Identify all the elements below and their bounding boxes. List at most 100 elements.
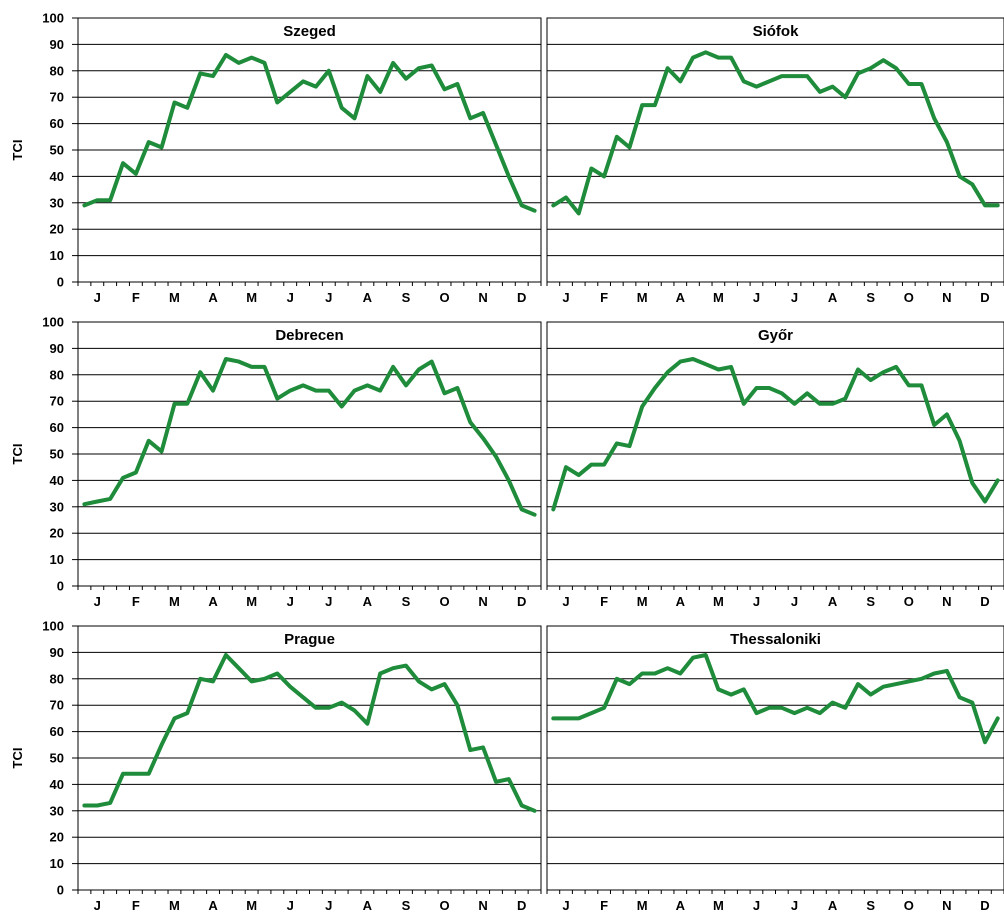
- x-month-label: N: [478, 290, 487, 305]
- y-tick-label: 60: [50, 724, 64, 739]
- series-line-gy-r: [551, 357, 1000, 512]
- panel-title-background: [750, 323, 801, 345]
- y-tick-label: 10: [50, 248, 64, 263]
- series-line-prague: [82, 653, 537, 813]
- x-month-label: S: [866, 594, 875, 609]
- x-month-label: A: [828, 290, 838, 305]
- y-tick-label: 0: [57, 579, 64, 594]
- x-month-label: A: [676, 898, 686, 913]
- y-tick-label: 10: [50, 552, 64, 567]
- x-month-label: D: [517, 594, 526, 609]
- panel-title-szeged: Szeged: [283, 23, 336, 40]
- x-month-label: J: [287, 898, 294, 913]
- series-line-si-fok: [551, 50, 1000, 216]
- panel-title-prague: Prague: [284, 631, 335, 648]
- panel-title-thessaloniki: Thessaloniki: [730, 631, 821, 648]
- x-month-label: M: [246, 594, 257, 609]
- x-month-label: A: [676, 290, 686, 305]
- y-tick-label: 40: [50, 473, 64, 488]
- x-month-label: N: [942, 290, 951, 305]
- x-month-label: M: [169, 898, 180, 913]
- x-month-label: N: [942, 594, 951, 609]
- panel-title-background: [714, 627, 837, 649]
- x-month-label: A: [363, 594, 373, 609]
- y-tick-label: 90: [50, 37, 64, 52]
- x-month-label: D: [980, 594, 989, 609]
- panel-title-gy-r: Győr: [758, 327, 793, 344]
- x-month-label: J: [562, 290, 569, 305]
- x-month-label: A: [208, 290, 218, 305]
- y-tick-label: 20: [50, 526, 64, 541]
- x-month-label: O: [904, 898, 914, 913]
- x-month-label: A: [208, 898, 218, 913]
- y-tick-label: 90: [50, 645, 64, 660]
- x-month-label: F: [132, 594, 140, 609]
- panel-title-background: [741, 19, 810, 41]
- y-tick-label: 80: [50, 367, 64, 382]
- y-tick-label: 50: [50, 143, 64, 158]
- series-line-szeged: [82, 53, 537, 213]
- x-month-label: N: [942, 898, 951, 913]
- y-tick-label: 70: [50, 90, 64, 105]
- x-month-label: J: [94, 290, 101, 305]
- x-month-label: M: [637, 594, 648, 609]
- x-month-label: J: [562, 594, 569, 609]
- x-month-label: J: [287, 594, 294, 609]
- panel-title-background: [275, 19, 344, 41]
- y-axis-label: TCI: [10, 748, 25, 769]
- x-month-label: M: [713, 594, 724, 609]
- x-month-label: J: [94, 898, 101, 913]
- x-month-label: D: [980, 290, 989, 305]
- x-month-label: F: [600, 898, 608, 913]
- y-tick-label: 30: [50, 499, 64, 514]
- x-month-label: J: [287, 290, 294, 305]
- x-month-label: D: [517, 290, 526, 305]
- x-month-label: J: [94, 594, 101, 609]
- y-tick-label: 20: [50, 830, 64, 845]
- panel-title-background: [275, 627, 344, 649]
- y-tick-label: 10: [50, 856, 64, 871]
- panel-title-debrecen: Debrecen: [275, 327, 343, 344]
- x-month-label: N: [478, 594, 487, 609]
- y-tick-label: 50: [50, 751, 64, 766]
- x-month-label: A: [676, 594, 686, 609]
- x-month-label: J: [753, 290, 760, 305]
- x-month-label: M: [637, 290, 648, 305]
- y-axis-label: TCI: [10, 140, 25, 161]
- x-month-label: F: [132, 898, 140, 913]
- x-month-label: O: [439, 594, 449, 609]
- y-tick-label: 100: [42, 619, 64, 634]
- x-month-label: O: [439, 290, 449, 305]
- x-month-label: A: [828, 594, 838, 609]
- x-month-label: J: [325, 898, 332, 913]
- x-month-label: O: [904, 290, 914, 305]
- x-month-label: S: [402, 594, 411, 609]
- y-tick-label: 70: [50, 698, 64, 713]
- x-month-label: O: [439, 898, 449, 913]
- x-month-label: N: [478, 898, 487, 913]
- x-month-label: S: [866, 290, 875, 305]
- y-tick-label: 0: [57, 883, 64, 898]
- x-month-label: D: [517, 898, 526, 913]
- x-month-label: M: [169, 290, 180, 305]
- x-month-label: J: [791, 290, 798, 305]
- y-tick-label: 100: [42, 11, 64, 26]
- y-tick-label: 40: [50, 169, 64, 184]
- y-tick-label: 60: [50, 116, 64, 131]
- x-month-label: F: [600, 290, 608, 305]
- y-tick-label: 80: [50, 671, 64, 686]
- y-tick-label: 20: [50, 222, 64, 237]
- x-month-label: J: [753, 594, 760, 609]
- x-month-label: M: [169, 594, 180, 609]
- y-tick-label: 70: [50, 394, 64, 409]
- series-line-thessaloniki: [551, 653, 1000, 745]
- y-tick-label: 90: [50, 341, 64, 356]
- x-month-label: O: [904, 594, 914, 609]
- y-tick-label: 80: [50, 63, 64, 78]
- panel-title-background: [266, 323, 353, 345]
- x-month-label: A: [363, 898, 373, 913]
- x-month-label: D: [980, 898, 989, 913]
- x-month-label: J: [562, 898, 569, 913]
- panel-title-si-fok: Siófok: [753, 23, 799, 40]
- y-tick-label: 60: [50, 420, 64, 435]
